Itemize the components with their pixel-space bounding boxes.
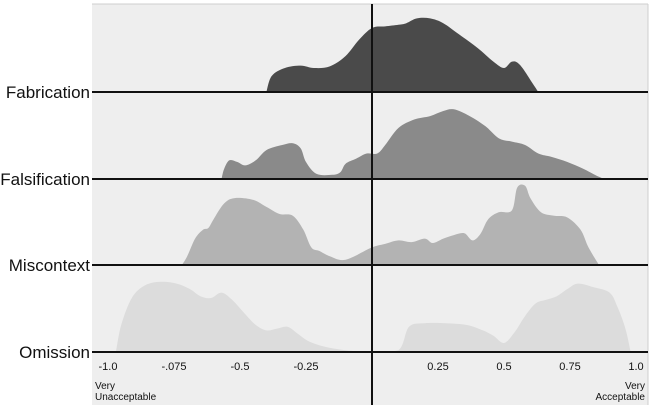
tick-label: -.075 [161, 361, 186, 373]
tick-label: 1.0 [628, 361, 643, 373]
end-label-left: Unacceptable [95, 392, 157, 403]
ridge-labels: Fabrication Falsification Miscontext Omissi… [0, 83, 90, 362]
tick-label: 0.5 [496, 361, 511, 373]
end-label-left: Very [95, 381, 115, 392]
row-label-miscontext: Miscontext [9, 256, 91, 275]
row-label-falsification: Falsification [0, 170, 90, 189]
tick-label: -0.5 [231, 361, 250, 373]
ridge-fabrication [266, 17, 539, 92]
end-label-right: Very [625, 381, 645, 392]
end-label-right: Acceptable [596, 392, 646, 403]
tick-label: -1.0 [99, 361, 118, 373]
ridge-falsification [221, 109, 605, 179]
tick-label: -0.25 [293, 361, 318, 373]
row-label-omission: Omission [19, 343, 90, 362]
ridge-baselines [92, 91, 648, 353]
row-label-fabrication: Fabrication [6, 83, 90, 102]
ridges [115, 17, 631, 352]
tick-label: 0.25 [427, 361, 448, 373]
ridge-omission [115, 281, 631, 352]
ridge-miscontext [181, 184, 599, 265]
tick-label: 0.75 [559, 361, 580, 373]
x-axis-ticks: -1.0 -.075 -0.5 -0.25 0.25 0.5 0.75 1.0 [99, 361, 644, 373]
